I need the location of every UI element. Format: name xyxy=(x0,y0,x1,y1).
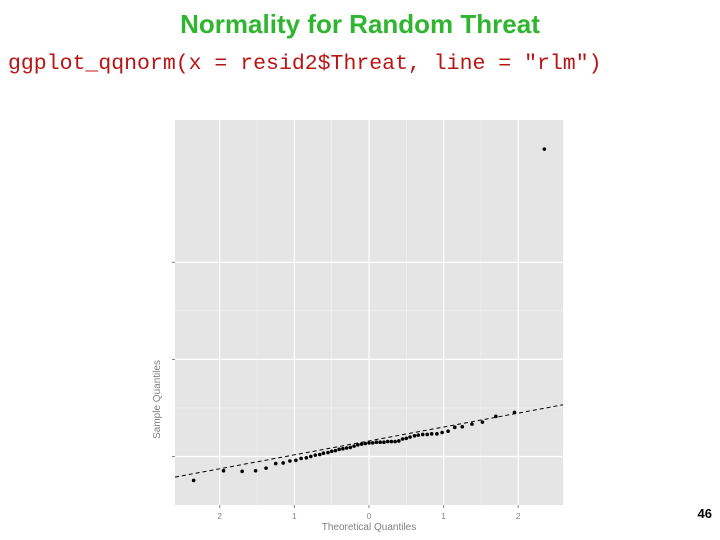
data-point xyxy=(304,455,309,460)
data-point xyxy=(404,436,409,441)
data-point xyxy=(435,432,439,436)
data-point xyxy=(446,429,450,434)
data-point xyxy=(480,420,485,424)
data-point xyxy=(344,446,349,450)
data-point xyxy=(470,422,474,426)
data-point xyxy=(408,435,412,439)
data-point xyxy=(382,440,386,445)
data-point xyxy=(378,440,382,445)
data-point xyxy=(288,459,292,463)
data-point xyxy=(359,442,364,446)
data-point xyxy=(299,456,303,461)
x-axis-label: Theoretical Quantiles xyxy=(322,522,417,533)
data-point xyxy=(281,461,285,465)
data-point xyxy=(412,433,417,438)
data-point xyxy=(370,441,375,445)
data-point xyxy=(460,424,465,429)
data-point xyxy=(420,432,425,437)
y-axis-ticks xyxy=(172,261,175,457)
data-point xyxy=(416,433,421,437)
data-point xyxy=(453,425,457,430)
data-point xyxy=(317,452,322,457)
slide-title: Normality for Random Threat xyxy=(180,9,540,39)
data-point xyxy=(374,440,379,445)
grid-lines xyxy=(175,120,563,505)
data-point xyxy=(425,432,430,437)
data-point xyxy=(337,447,341,452)
data-point xyxy=(253,468,258,473)
data-point xyxy=(393,439,397,444)
page-number: 46 xyxy=(697,506,712,521)
data-point xyxy=(389,439,394,444)
x-tick-label: 1 xyxy=(441,512,446,521)
data-point xyxy=(385,439,390,444)
data-point xyxy=(341,446,345,451)
data-point xyxy=(397,439,401,443)
x-axis-ticks: 2 1 0 1 2 xyxy=(218,505,521,521)
x-tick-label: 1 xyxy=(292,512,297,521)
data-point xyxy=(494,414,498,419)
data-point xyxy=(273,461,278,466)
data-point xyxy=(221,468,226,473)
data-point xyxy=(264,466,268,470)
y-axis-label: Sample Quantiles xyxy=(152,360,163,439)
data-point xyxy=(542,147,547,151)
data-point xyxy=(313,453,318,457)
data-point xyxy=(309,454,313,459)
x-tick-label: 0 xyxy=(367,512,372,521)
data-point xyxy=(400,437,405,441)
data-point xyxy=(429,432,434,436)
data-point xyxy=(367,441,371,445)
data-point xyxy=(356,443,360,447)
data-point xyxy=(294,458,298,463)
x-tick-label: 2 xyxy=(218,512,223,521)
data-point xyxy=(329,449,334,454)
data-points xyxy=(191,147,547,483)
data-point xyxy=(326,450,330,455)
data-point xyxy=(191,478,196,483)
data-point xyxy=(348,445,353,450)
data-point xyxy=(321,451,326,456)
data-point xyxy=(352,444,356,448)
data-point xyxy=(363,441,368,446)
x-tick-label: 2 xyxy=(516,512,521,521)
data-point xyxy=(512,410,517,415)
data-point xyxy=(333,448,338,453)
data-point xyxy=(240,469,244,474)
reference-line xyxy=(174,404,564,478)
data-point xyxy=(440,430,444,435)
code-line: ggplot_qqnorm(x = resid2$Threat, line = … xyxy=(8,52,602,76)
